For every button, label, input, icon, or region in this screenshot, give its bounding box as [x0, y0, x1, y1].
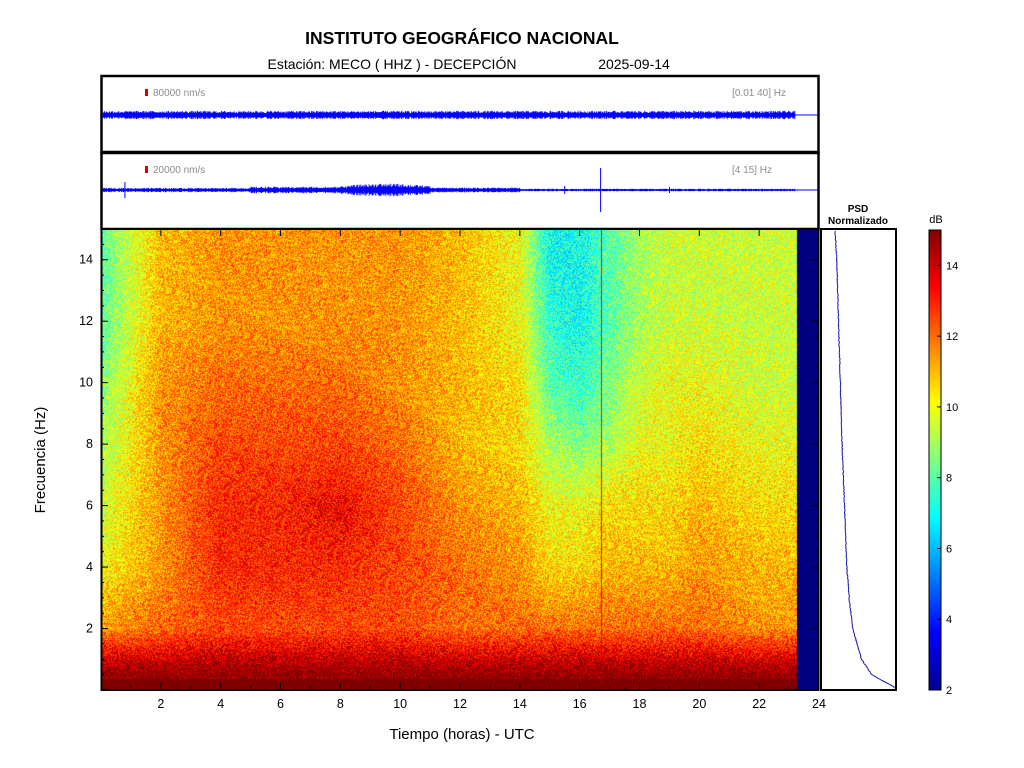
x-tick-label: 14: [513, 697, 527, 711]
x-tick-label: 16: [573, 697, 587, 711]
y-tick-label: 10: [79, 376, 93, 390]
x-axis-label: Tiempo (horas) - UTC: [389, 726, 534, 743]
date-label: 2025-09-14: [598, 56, 670, 72]
band-label-2: [4 15] Hz: [732, 165, 772, 176]
y-tick-label: 12: [79, 314, 93, 328]
colorbar-tick-label: 2: [946, 685, 952, 697]
colorbar-unit: dB: [929, 214, 942, 226]
x-tick-label: 10: [393, 697, 407, 711]
y-axis: 2 4 6 8 10 12 14: [79, 243, 819, 676]
y-tick-label: 6: [86, 499, 93, 513]
amplitude-scale-label-2: 20000 nm/s: [153, 165, 205, 176]
psd-frame: [820, 228, 897, 691]
colorbar-tick-label: 4: [946, 614, 952, 626]
amplitude-scale-bar-1: [145, 89, 148, 96]
amplitude-scale-bar-2: [145, 166, 148, 173]
trace-waveform-filtered: [102, 168, 818, 212]
trace-panel-filtered: 20000 nm/s [4 15] Hz: [100, 151, 820, 231]
station-label: Estación: MECO ( HHZ ) - DECEPCIÓN: [268, 56, 517, 72]
colorbar-tick-label: 10: [946, 402, 958, 414]
x-tick-label: 20: [692, 697, 706, 711]
y-tick-label: 4: [86, 560, 93, 574]
trace-waveform-broadband: [102, 110, 818, 120]
colorbar-gradient: [928, 229, 942, 691]
x-tick-label: 24: [812, 697, 826, 711]
y-tick-label: 14: [79, 253, 93, 267]
colorbar-tick-label: 14: [946, 260, 958, 272]
y-tick-label: 8: [86, 437, 93, 451]
psd-panel: PSD Normalizado: [820, 204, 897, 691]
y-axis-label: Frecuencia (Hz): [32, 407, 49, 514]
trace-panel-broadband: 80000 nm/s [0.01 40] Hz: [100, 74, 820, 154]
x-tick-label: 18: [633, 697, 647, 711]
x-tick-label: 4: [217, 697, 224, 711]
x-tick-label: 2: [157, 697, 164, 711]
x-axis: 2 4 6 8 10 12 14 16 18 20 22 24: [115, 229, 826, 711]
colorbar-ticks: 2 4 6 8 10 12 14: [937, 260, 958, 697]
colorbar-tick-label: 12: [946, 331, 958, 343]
amplitude-scale-label-1: 80000 nm/s: [153, 88, 205, 99]
x-tick-label: 6: [277, 697, 284, 711]
psd-subtitle: Normalizado: [828, 216, 888, 227]
x-tick-label: 12: [453, 697, 467, 711]
colorbar-tick-label: 6: [946, 543, 952, 555]
y-tick-label: 2: [86, 622, 93, 636]
psd-curve: [834, 230, 895, 689]
colorbar-tick-label: 8: [946, 473, 952, 485]
x-tick-label: 8: [337, 697, 344, 711]
band-label-1: [0.01 40] Hz: [732, 88, 786, 99]
waveform-path: [102, 110, 796, 120]
x-tick-label: 22: [752, 697, 766, 711]
figure-title: INSTITUTO GEOGRÁFICO NACIONAL: [305, 27, 619, 48]
waveform-path: [102, 183, 796, 197]
psd-title: PSD: [848, 204, 869, 215]
colorbar: dB 2 4 6 8 10 12 14: [928, 214, 958, 697]
spectrogram-image: [101, 229, 819, 690]
